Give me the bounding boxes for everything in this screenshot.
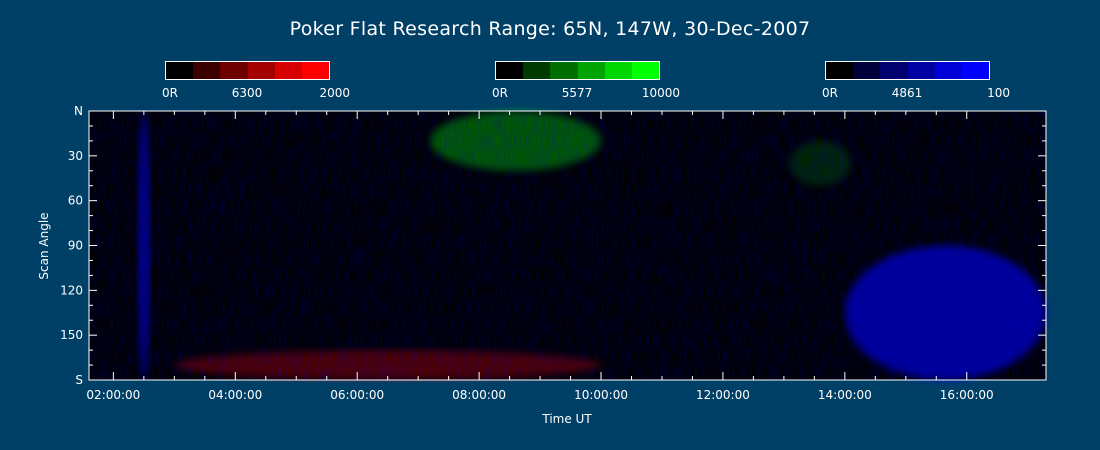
colorbar-6300-max-label: 2000 [319, 86, 350, 100]
colorbar-swatch [880, 62, 908, 79]
colorbar-6300-min-label: 0R [162, 86, 178, 100]
colorbar-swatch [523, 62, 551, 79]
colorbar-swatch [826, 62, 854, 79]
colorbar-5577-max-label: 10000 [641, 86, 680, 100]
x-tick-label: 06:00:00 [330, 388, 384, 402]
y-tick-label: 90 [68, 239, 83, 253]
colorbar-swatch [550, 62, 578, 79]
y-axis-label: Scan Angle [37, 212, 51, 280]
y-tick-label: 120 [60, 283, 83, 297]
colorbar-swatch [934, 62, 962, 79]
chart-title: Poker Flat Research Range: 65N, 147W, 30… [289, 18, 811, 40]
colorbar-5577-min-label: 0R [492, 86, 508, 100]
y-tick-label: 150 [60, 328, 83, 342]
colorbar-swatch [631, 62, 660, 79]
colorbar-swatch [166, 62, 194, 79]
colorbar-4861-wavelength-label: 4861 [891, 86, 923, 100]
x-tick-label: 04:00:00 [208, 388, 262, 402]
x-axis-label: Time UT [542, 412, 592, 426]
colorbar-swatch [193, 62, 221, 79]
colorbar-6300-wavelength-label: 6300 [231, 86, 263, 100]
y-tick-label: 30 [68, 149, 83, 163]
colorbar-5577: 0R 5577 10000 [492, 61, 680, 100]
colorbar-swatch [604, 62, 632, 79]
colorbar-6300: 0R 6300 2000 [162, 61, 350, 100]
x-tick-label: 12:00:00 [696, 388, 750, 402]
colorbar-swatch [496, 62, 524, 79]
colorbar-swatch [907, 62, 935, 79]
noise-texture [89, 111, 1046, 380]
colorbar-4861-max-label: 100 [987, 86, 1010, 100]
y-tick-label: 60 [68, 194, 83, 208]
colorbar-swatch [274, 62, 302, 79]
colorbar-4861-min-label: 0R [822, 86, 838, 100]
colorbar-swatch [577, 62, 605, 79]
colorbar-swatch [853, 62, 881, 79]
x-tick-label: 16:00:00 [940, 388, 994, 402]
axes: 02:00:00 04:00:00 06:00:00 08:00:00 10:00:00… [60, 104, 1046, 402]
colorbar-4861: 0R 4861 100 [822, 61, 1010, 100]
y-tick-label: N [74, 104, 83, 118]
colorbar-swatch [247, 62, 275, 79]
y-tick-label: S [75, 373, 83, 387]
colorbar-5577-gradient [495, 61, 660, 80]
colorbar-swatch [301, 62, 330, 79]
colorbar-4861-gradient [825, 61, 990, 80]
colorbar-6300-gradient [165, 61, 330, 80]
colorbar-swatch [220, 62, 248, 79]
colorbar-5577-wavelength-label: 5577 [561, 86, 593, 100]
x-tick-label: 14:00:00 [818, 388, 872, 402]
colorbar-swatch [961, 62, 990, 79]
x-tick-label: 08:00:00 [452, 388, 506, 402]
x-tick-label: 02:00:00 [86, 388, 140, 402]
x-tick-label: 10:00:00 [574, 388, 628, 402]
